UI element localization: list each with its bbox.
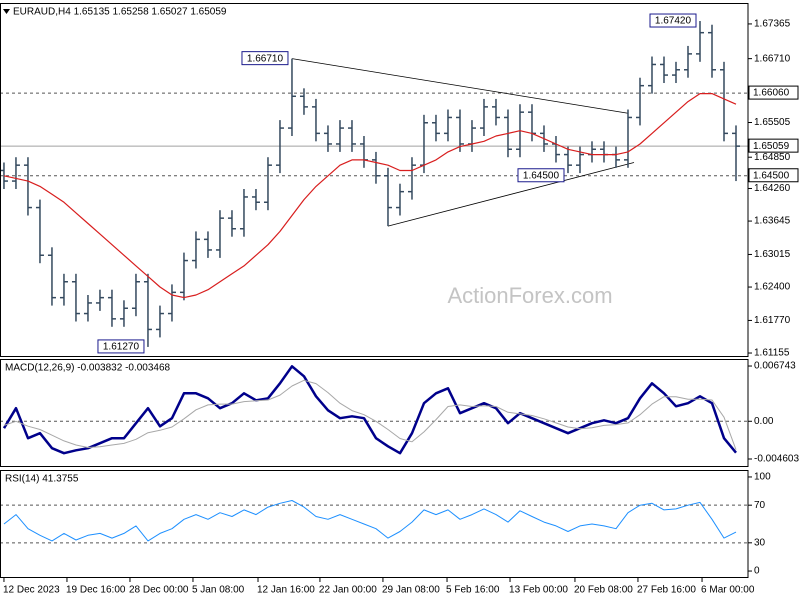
x-tick-label: 28 Dec 00:00 xyxy=(129,585,189,596)
trendline xyxy=(291,58,629,114)
x-tick-label: 6 Mar 00:00 xyxy=(701,585,755,596)
panel-title: MACD(12,26,9) -0.003832 -0.003468 xyxy=(5,363,171,374)
annotation-box xyxy=(649,13,697,28)
annotation-box xyxy=(97,339,145,354)
x-tick-label: 27 Feb 16:00 xyxy=(637,585,696,596)
panel-frame xyxy=(0,359,749,467)
watermark: ActionForex.com xyxy=(447,283,612,308)
level-label: 1.66060 xyxy=(753,88,790,99)
trendline xyxy=(387,162,635,227)
x-tick-label: 29 Jan 08:00 xyxy=(382,585,440,596)
x-tick-label: 13 Feb 00:00 xyxy=(509,585,568,596)
panel-title: RSI(14) 41.3755 xyxy=(5,474,79,485)
annotation-box xyxy=(241,51,289,66)
series-line xyxy=(3,500,737,542)
x-tick-label: 22 Jan 00:00 xyxy=(319,585,377,596)
y-tick-label: 0 xyxy=(754,566,760,577)
series-line xyxy=(3,93,737,299)
x-tick-label: 5 Feb 16:00 xyxy=(446,585,500,596)
x-tick-label: 12 Dec 2023 xyxy=(3,585,60,596)
panel-title: EURAUD,H4 1.65135 1.65258 1.65027 1.6505… xyxy=(13,7,227,18)
y-tick-label: 1.65505 xyxy=(754,117,791,128)
series-line xyxy=(3,379,737,450)
y-tick-label: 1.64850 xyxy=(754,152,791,163)
x-tick-label: 20 Feb 08:00 xyxy=(574,585,633,596)
y-tick-label: 1.63015 xyxy=(754,249,791,260)
level-label-box xyxy=(748,168,799,183)
annotation-label: 1.61270 xyxy=(103,342,140,353)
annotation-label: 1.67420 xyxy=(655,16,692,27)
y-tick-label: 1.67365 xyxy=(754,19,791,30)
y-tick-label: 0.006743 xyxy=(754,361,796,372)
y-tick-label: 1.62400 xyxy=(754,282,791,293)
x-tick-label: 5 Jan 08:00 xyxy=(192,585,245,596)
y-tick-label: 1.66710 xyxy=(754,53,791,64)
x-tick-label: 12 Jan 16:00 xyxy=(257,585,315,596)
menu-triangle xyxy=(3,9,10,14)
series-line xyxy=(2,365,737,455)
annotation-label: 1.66710 xyxy=(247,53,284,64)
panel-frame xyxy=(0,3,749,357)
y-tick-label: 1.63645 xyxy=(754,216,791,227)
y-tick-label: 1.61770 xyxy=(754,315,791,326)
annotation-label: 1.64500 xyxy=(523,170,560,181)
panel-frame xyxy=(0,470,749,578)
y-tick-label: 30 xyxy=(754,537,766,548)
y-tick-label: 70 xyxy=(754,500,766,511)
y-tick-label: 0.00 xyxy=(754,416,774,427)
level-label: 1.65059 xyxy=(753,141,790,152)
annotation-box xyxy=(517,168,565,183)
level-label: 1.64500 xyxy=(753,170,790,181)
y-tick-label: 100 xyxy=(754,472,771,483)
x-tick-label: 19 Dec 16:00 xyxy=(66,585,126,596)
y-tick-label: 1.61155 xyxy=(754,348,790,359)
level-label-box xyxy=(748,138,799,153)
y-tick-label: -0.004603 xyxy=(754,454,799,465)
level-label-box xyxy=(748,85,799,100)
y-tick-label: 1.64260 xyxy=(754,183,791,194)
